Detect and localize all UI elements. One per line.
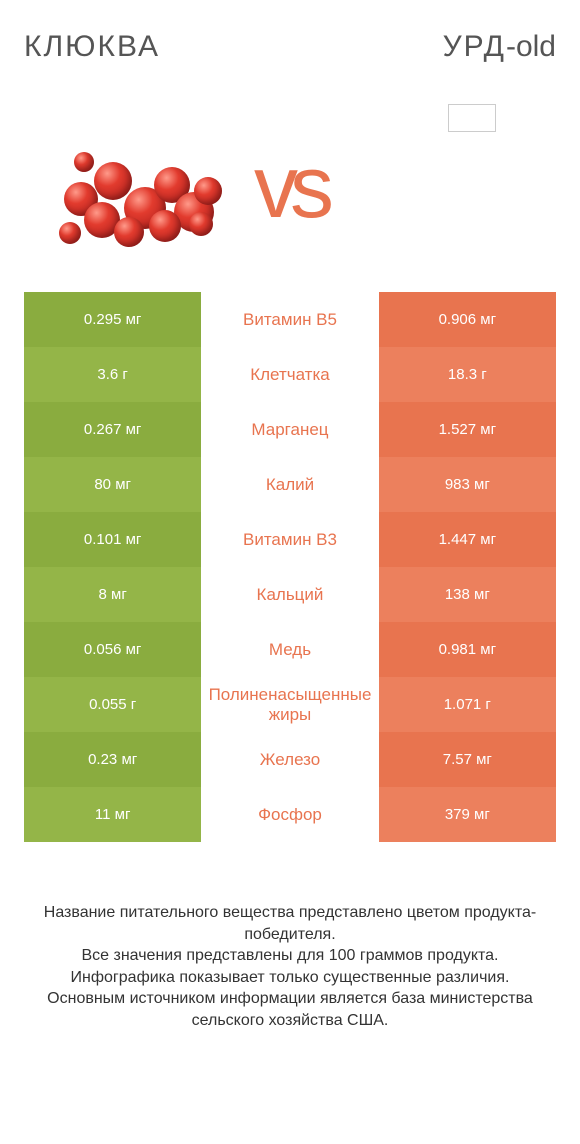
table-row: 0.267 мгМарганец1.527 мг [24, 402, 556, 457]
berry-icon [189, 212, 213, 236]
cell-left-value: 0.267 мг [24, 402, 201, 457]
cell-nutrient-label: Железо [201, 732, 378, 787]
berry-icon [194, 177, 222, 205]
berry-icon [149, 210, 181, 242]
vs-label: vs [254, 136, 326, 238]
cell-right-value: 1.447 мг [379, 512, 556, 567]
header: КЛЮКВА УРД-old [24, 30, 556, 64]
cell-nutrient-label: Калий [201, 457, 378, 512]
table-row: 3.6 гКлетчатка18.3 г [24, 347, 556, 402]
cell-right-value: 1.527 мг [379, 402, 556, 457]
table-row: 11 мгФосфор379 мг [24, 787, 556, 842]
cell-right-value: 0.906 мг [379, 292, 556, 347]
cell-left-value: 11 мг [24, 787, 201, 842]
cell-left-value: 0.295 мг [24, 292, 201, 347]
right-image-spacer [356, 132, 526, 242]
cell-left-value: 8 мг [24, 567, 201, 622]
cell-left-value: 3.6 г [24, 347, 201, 402]
table-row: 0.101 мгВитамин B31.447 мг [24, 512, 556, 567]
cell-nutrient-label: Медь [201, 622, 378, 677]
cell-right-value: 1.071 г [379, 677, 556, 732]
footer-notes: Название питательного вещества представл… [24, 902, 556, 1032]
table-row: 8 мгКальций138 мг [24, 567, 556, 622]
vs-row: vs [24, 132, 556, 242]
footer-line: Инфографика показывает только существенн… [32, 967, 548, 989]
title-right-caps: УРД [443, 30, 506, 63]
cell-nutrient-label: Полиненасыщенные жиры [201, 677, 378, 732]
table-row: 0.055 гПолиненасыщенные жиры1.071 г [24, 677, 556, 732]
image-placeholder-right [448, 104, 496, 132]
cell-left-value: 80 мг [24, 457, 201, 512]
cell-nutrient-label: Марганец [201, 402, 378, 457]
cell-right-value: 379 мг [379, 787, 556, 842]
cell-right-value: 0.981 мг [379, 622, 556, 677]
cell-right-value: 983 мг [379, 457, 556, 512]
cell-nutrient-label: Фосфор [201, 787, 378, 842]
cell-right-value: 7.57 мг [379, 732, 556, 787]
table-row: 80 мгКалий983 мг [24, 457, 556, 512]
cell-left-value: 0.101 мг [24, 512, 201, 567]
cell-right-value: 18.3 г [379, 347, 556, 402]
cell-left-value: 0.23 мг [24, 732, 201, 787]
table-row: 0.23 мгЖелезо7.57 мг [24, 732, 556, 787]
title-left: КЛЮКВА [24, 30, 160, 64]
cranberries-illustration [54, 132, 224, 242]
table-row: 0.056 мгМедь0.981 мг [24, 622, 556, 677]
footer-line: Все значения представлены для 100 граммо… [32, 945, 548, 967]
cell-nutrient-label: Витамин B3 [201, 512, 378, 567]
cell-nutrient-label: Клетчатка [201, 347, 378, 402]
title-right: УРД-old [443, 30, 556, 64]
table-row: 0.295 мгВитамин B50.906 мг [24, 292, 556, 347]
title-right-tail: -old [506, 30, 556, 63]
berry-icon [94, 162, 132, 200]
comparison-table: 0.295 мгВитамин B50.906 мг3.6 гКлетчатка… [24, 292, 556, 842]
cell-right-value: 138 мг [379, 567, 556, 622]
footer-line: Основным источником информации является … [32, 988, 548, 1031]
berry-icon [74, 152, 94, 172]
cell-left-value: 0.055 г [24, 677, 201, 732]
berry-icon [114, 217, 144, 247]
cell-nutrient-label: Кальций [201, 567, 378, 622]
cell-nutrient-label: Витамин B5 [201, 292, 378, 347]
footer-line: Название питательного вещества представл… [32, 902, 548, 945]
berry-icon [59, 222, 81, 244]
cell-left-value: 0.056 мг [24, 622, 201, 677]
